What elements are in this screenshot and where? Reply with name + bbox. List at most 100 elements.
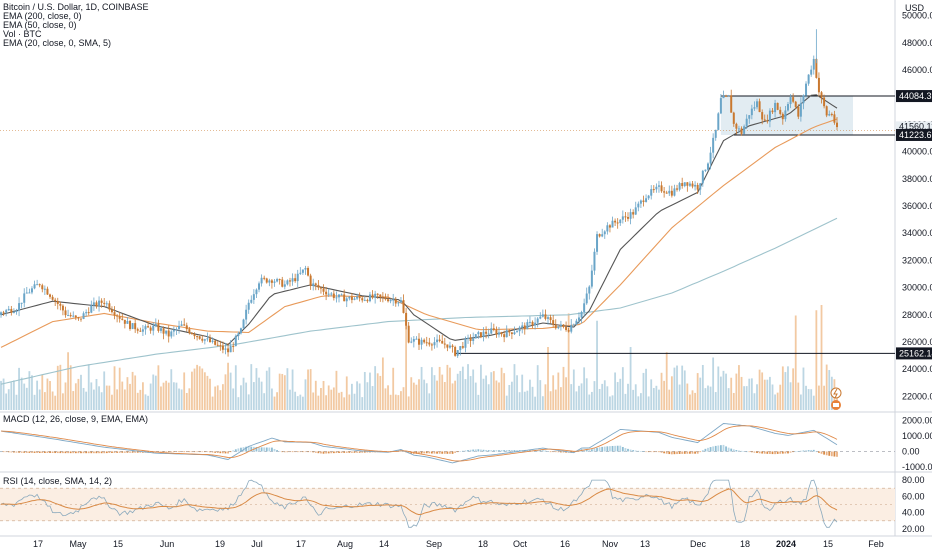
candle-body[interactable]	[0, 312, 2, 315]
candle-body[interactable]	[833, 114, 836, 123]
candle-body[interactable]	[74, 315, 77, 318]
candle-body[interactable]	[802, 95, 805, 104]
candle-body[interactable]	[77, 317, 80, 319]
candle-body[interactable]	[575, 320, 578, 325]
candle-body[interactable]	[730, 95, 733, 113]
candle-body[interactable]	[474, 334, 477, 339]
symbol-title[interactable]: Bitcoin / U.S. Dollar, 1D, COINBASE	[3, 2, 149, 12]
candle-body[interactable]	[356, 296, 359, 299]
candle-body[interactable]	[577, 317, 580, 321]
candle-body[interactable]	[828, 114, 831, 116]
candle-body[interactable]	[428, 342, 431, 345]
candle-body[interactable]	[170, 331, 173, 337]
rsi-line[interactable]	[0, 479, 838, 528]
candle-body[interactable]	[227, 348, 230, 353]
candle-body[interactable]	[157, 323, 160, 331]
candle-body[interactable]	[384, 296, 387, 300]
candle-body[interactable]	[539, 316, 542, 319]
candle-body[interactable]	[580, 311, 583, 318]
candle-body[interactable]	[660, 185, 663, 192]
candle-body[interactable]	[436, 339, 439, 343]
candle-body[interactable]	[234, 335, 237, 347]
candle-body[interactable]	[786, 104, 789, 111]
candle-body[interactable]	[211, 340, 214, 342]
candle-body[interactable]	[534, 322, 537, 326]
candle-body[interactable]	[696, 184, 699, 190]
candle-body[interactable]	[418, 338, 420, 345]
candle-body[interactable]	[15, 310, 18, 313]
candle-body[interactable]	[565, 326, 568, 331]
candle-body[interactable]	[291, 278, 294, 282]
candle-body[interactable]	[358, 296, 361, 299]
candle-body[interactable]	[606, 225, 609, 232]
candle-body[interactable]	[180, 324, 183, 326]
candle-body[interactable]	[420, 339, 423, 345]
candle-body[interactable]	[350, 296, 353, 300]
candle-body[interactable]	[110, 309, 113, 313]
candle-body[interactable]	[825, 106, 828, 116]
candle-body[interactable]	[340, 294, 343, 296]
candle-body[interactable]	[681, 183, 684, 187]
candle-body[interactable]	[98, 300, 101, 307]
candle-body[interactable]	[162, 328, 165, 334]
candle-body[interactable]	[123, 319, 126, 324]
candle-body[interactable]	[479, 332, 482, 338]
candle-body[interactable]	[415, 338, 418, 340]
candle-body[interactable]	[10, 308, 13, 313]
candle-body[interactable]	[632, 212, 635, 215]
candle-body[interactable]	[79, 318, 82, 320]
candle-body[interactable]	[394, 299, 397, 304]
candle-body[interactable]	[260, 277, 263, 284]
candle-body[interactable]	[544, 314, 547, 319]
candle-body[interactable]	[325, 291, 328, 295]
candle-body[interactable]	[59, 303, 62, 306]
candle-body[interactable]	[36, 284, 39, 286]
indicator-ema50[interactable]: EMA (50, close, 0)	[3, 20, 77, 30]
candle-body[interactable]	[740, 128, 743, 134]
candle-body[interactable]	[541, 314, 544, 317]
candle-body[interactable]	[276, 279, 279, 282]
candle-body[interactable]	[430, 344, 433, 346]
candle-body[interactable]	[67, 315, 70, 317]
candle-body[interactable]	[299, 272, 302, 274]
candle-body[interactable]	[709, 152, 712, 164]
candle-body[interactable]	[694, 184, 697, 187]
candle-body[interactable]	[547, 317, 550, 319]
candle-body[interactable]	[789, 97, 792, 105]
candle-body[interactable]	[343, 294, 346, 302]
candle-body[interactable]	[459, 346, 462, 351]
candle-body[interactable]	[46, 288, 49, 295]
candle-body[interactable]	[797, 106, 800, 117]
candle-body[interactable]	[748, 115, 751, 119]
candle-body[interactable]	[719, 98, 722, 114]
candle-body[interactable]	[7, 308, 10, 311]
candle-body[interactable]	[85, 312, 88, 314]
candle-body[interactable]	[505, 330, 508, 338]
indicator-ema200[interactable]: EMA (200, close, 0)	[3, 11, 82, 21]
macd-line[interactable]	[0, 423, 838, 464]
candle-body[interactable]	[758, 101, 761, 113]
candle-body[interactable]	[485, 331, 488, 334]
candle-body[interactable]	[242, 319, 245, 329]
candlesticks[interactable]	[0, 29, 838, 358]
candle-body[interactable]	[647, 195, 650, 199]
candle-body[interactable]	[805, 83, 808, 96]
candle-body[interactable]	[239, 328, 242, 334]
candle-body[interactable]	[477, 332, 480, 335]
candle-body[interactable]	[126, 320, 129, 324]
candle-body[interactable]	[183, 324, 186, 326]
candle-body[interactable]	[407, 325, 410, 343]
candle-body[interactable]	[250, 299, 253, 303]
candle-body[interactable]	[706, 163, 709, 170]
candle-body[interactable]	[283, 284, 286, 287]
candle-body[interactable]	[397, 302, 400, 304]
candle-body[interactable]	[670, 190, 673, 196]
candle-body[interactable]	[134, 323, 137, 330]
candle-body[interactable]	[190, 332, 193, 334]
candle-body[interactable]	[688, 183, 691, 186]
macd-pane[interactable]	[0, 423, 895, 464]
candle-body[interactable]	[487, 333, 490, 335]
candle-body[interactable]	[294, 278, 297, 282]
candle-body[interactable]	[761, 112, 764, 120]
